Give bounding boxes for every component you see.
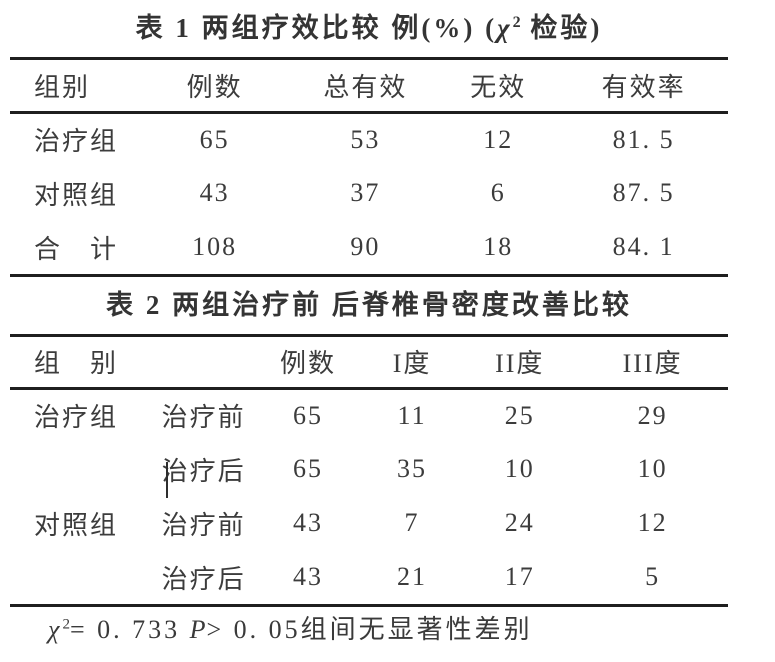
table-cell: 43: [199, 178, 230, 207]
table-cell: 10: [504, 454, 535, 483]
table-cell: 12: [483, 124, 514, 154]
table-row: 对照组 43 37 6 87. 5: [10, 166, 728, 220]
column-header: 组别: [10, 60, 136, 114]
table-cell: 53: [350, 124, 381, 154]
column-header: 无效: [437, 60, 560, 114]
table-cell: 10: [637, 454, 668, 483]
table-cell: 65: [292, 400, 323, 430]
table-cell: 治疗组: [34, 403, 119, 433]
horizontal-rule: [10, 604, 728, 607]
table-row: 治疗组 65 53 12 81. 5: [10, 112, 728, 166]
table-cell: 治疗组: [34, 127, 119, 157]
column-header: 组 别: [10, 337, 154, 390]
table-cell: 治疗后: [161, 564, 246, 594]
table-cell: 90: [350, 232, 381, 261]
column-header: 例数: [135, 60, 294, 114]
table-row: 治疗后 65 35 10 10: [10, 442, 728, 496]
table-row: 合 计 108 90 18 84. 1: [10, 220, 728, 274]
table2-header-row: 组 别 例数 I度 II度 III度: [10, 337, 728, 390]
table2-bone-density-comparison: 组 别例数 I度 II度 III度 治疗组 治疗前 65 11 25 29 治疗后 65 35 10 10…: [10, 337, 728, 604]
table-cell: 11: [397, 400, 427, 430]
chi-symbol: χ: [497, 13, 513, 43]
table-cell: 5: [645, 562, 661, 591]
chi-square-footnote: χ2= 0. 733 P> 0. 05组间无显著性差别: [0, 607, 775, 656]
column-header: II度: [462, 337, 578, 390]
table-row: 对照组 治疗前 43 7 24 12: [10, 496, 728, 550]
table-cell: [10, 550, 154, 604]
table-cell: 对照组: [34, 180, 119, 210]
table-cell: 12: [637, 508, 668, 537]
table2-title: 表 2 两组治疗前 后脊椎骨密度改善比较: [106, 290, 632, 320]
table-cell: 81. 5: [612, 124, 675, 154]
table-cell: 87. 5: [612, 178, 675, 207]
horizontal-rule: [10, 274, 728, 277]
table-cell: 65: [292, 454, 323, 483]
chi-superscript: 2: [62, 616, 70, 633]
table-cell: 治疗前: [161, 403, 246, 433]
table-cell: 35: [397, 454, 428, 483]
table-cell: 108: [192, 232, 238, 261]
footnote-conclusion: > 0. 05组间无显著性差别: [206, 615, 533, 644]
column-header: 总有效: [293, 60, 438, 114]
table-cell: 43: [292, 508, 323, 537]
table1-title-suffix: 检验): [520, 13, 603, 43]
table-cell: 治疗后: [161, 456, 246, 486]
table1-title-text: 表 1 两组疗效比较 例(%) (: [135, 13, 498, 43]
table-row: 治疗后 43 21 17 5: [10, 550, 728, 604]
table-cell: 合 计: [34, 234, 119, 264]
table2-body: 治疗组 治疗前 65 11 25 29 治疗后 65 35 10 10 对照组 治疗前 43 7 24 12 治疗…: [10, 388, 728, 604]
table1-efficacy-comparison: 组别 例数 总有效 无效 有效率 治疗组 65 53 12 81. 5 对照组 43 37 6 87. 5…: [10, 60, 728, 274]
table-cell: 17: [504, 562, 535, 591]
horizontal-rule: [10, 334, 728, 337]
table-cell: 29: [637, 400, 668, 430]
footnote-equation: = 0. 733: [69, 615, 190, 644]
table-cell: 治疗前: [161, 510, 246, 540]
chi-symbol: χ: [48, 615, 63, 644]
column-header: III度: [577, 337, 728, 390]
table-cell: 21: [397, 562, 428, 591]
table-cell: 84. 1: [612, 232, 675, 261]
column-header: 例数: [254, 337, 362, 390]
chi-superscript: 2: [512, 14, 521, 31]
table-cell: 37: [350, 178, 381, 207]
table-cell: 对照组: [34, 510, 119, 540]
table2-header: 组 别 例数 I度 II度 III度: [10, 337, 728, 390]
stray-scan-mark: [166, 462, 168, 498]
table-cell: 65: [199, 124, 230, 154]
table-cell: [10, 442, 154, 496]
table1-title: 表 1 两组疗效比较 例(%) (χ2 检验): [10, 0, 728, 57]
table-cell: 24: [504, 508, 535, 537]
horizontal-rule: [10, 57, 728, 60]
column-header: [153, 337, 255, 390]
table-cell: 6: [490, 178, 506, 207]
table1-header-row: 组别 例数 总有效 无效 有效率: [10, 60, 728, 114]
table-cell: 25: [504, 400, 535, 430]
table-cell: 43: [292, 562, 323, 591]
column-header: 有效率: [559, 60, 728, 114]
table1-header: 组别 例数 总有效 无效 有效率: [10, 60, 728, 114]
table-cell: 7: [404, 508, 420, 537]
table-cell: 18: [483, 232, 514, 261]
p-value-symbol: P: [189, 615, 207, 644]
table1-body: 治疗组 65 53 12 81. 5 对照组 43 37 6 87. 5 合 计 108 90 18 84.…: [10, 112, 728, 274]
table-row: 治疗组 治疗前 65 11 25 29: [10, 388, 728, 442]
column-header: I度: [361, 337, 463, 390]
